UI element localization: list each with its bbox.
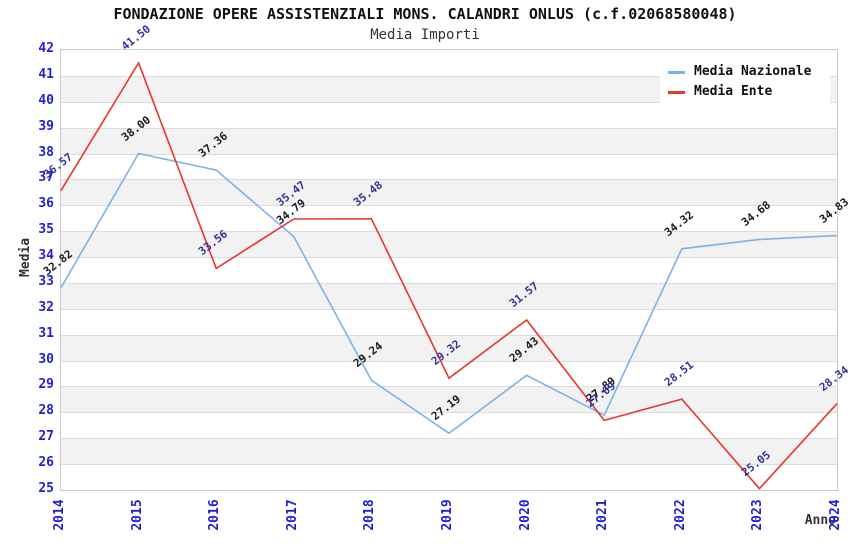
grid-line — [61, 205, 837, 207]
grid-line — [61, 360, 837, 362]
y-tick-label: 32 — [38, 299, 54, 315]
y-tick-label: 30 — [38, 351, 54, 367]
grid-line — [61, 231, 837, 233]
grid-band — [61, 334, 837, 361]
x-tick-label: 2017 — [284, 499, 300, 531]
line-chart-svg — [60, 61, 838, 490]
grid-band — [61, 360, 837, 387]
x-tick-label: 2018 — [362, 499, 378, 531]
x-tick-label: 2024 — [828, 499, 843, 531]
grid-band — [61, 205, 837, 232]
grid-line — [61, 438, 837, 440]
y-tick-label: 40 — [38, 92, 54, 108]
y-tick-label: 42 — [38, 41, 54, 56]
x-tick-label: 2023 — [750, 499, 766, 531]
y-tick-label: 29 — [38, 377, 54, 393]
legend-line-swatch — [668, 70, 685, 74]
grid-band — [61, 231, 837, 258]
y-tick-label: 28 — [38, 403, 54, 419]
legend-label: Media Ente — [694, 84, 773, 99]
x-tick-label: 2019 — [440, 499, 455, 531]
grid-band — [61, 386, 837, 413]
grid-band — [61, 282, 837, 309]
grid-line — [61, 308, 837, 310]
y-tick-label: 35 — [38, 222, 54, 238]
y-tick-label: 27 — [38, 429, 54, 445]
grid-line — [61, 464, 837, 466]
y-tick-label: 36 — [38, 196, 54, 212]
x-tick-label: 2015 — [129, 499, 145, 531]
grid-band — [61, 438, 837, 465]
x-tick-label: 2014 — [52, 499, 67, 531]
y-tick-label: 31 — [38, 325, 54, 341]
series-line-media-nazionale — [60, 152, 838, 435]
grid-band — [61, 257, 837, 283]
x-tick-label: 2021 — [595, 499, 611, 531]
grid-band — [61, 308, 837, 335]
x-tick-label: 2020 — [517, 499, 533, 531]
legend-item: Media Ente — [668, 82, 824, 102]
y-tick-label: 34 — [38, 248, 54, 264]
x-axis-label: Anno — [804, 513, 836, 528]
grid-line — [61, 153, 837, 155]
grid-line — [61, 127, 837, 129]
series-line-media-ente — [60, 61, 838, 490]
y-tick-label: 37 — [38, 170, 54, 186]
y-tick-label: 38 — [38, 144, 54, 160]
grid-band — [61, 153, 837, 180]
y-tick-label: 33 — [38, 273, 54, 289]
grid-line — [61, 412, 837, 414]
y-tick-label: 41 — [38, 66, 54, 82]
plot-area: 32.82 38.00 37.36 34.79 29.24 27.19 29.43 27.89… — [41, 22, 850, 491]
grid-line — [61, 101, 837, 103]
y-tick-label: 25 — [38, 481, 54, 496]
legend-label: Media Nazionale — [694, 64, 812, 79]
grid-line — [61, 282, 837, 284]
chart-title: FONDAZIONE OPERE ASSISTENZIALI MONS. CAL… — [113, 5, 737, 23]
legend-item: Media Nazionale — [668, 62, 824, 82]
grid-line — [61, 386, 837, 388]
legend: Media Nazionale Media Ente — [660, 54, 830, 108]
grid-line — [61, 75, 837, 77]
y-tick-label: 26 — [38, 455, 54, 471]
grid-line — [61, 257, 837, 259]
x-tick-label: 2022 — [672, 499, 688, 531]
grid-band — [61, 127, 837, 154]
grid-line — [61, 179, 837, 181]
grid-line — [61, 334, 837, 336]
chart-subtitle: Media Importi — [370, 27, 480, 43]
legend-line-swatch — [668, 90, 685, 94]
grid-band — [61, 464, 837, 490]
x-tick-label: 2016 — [207, 499, 223, 531]
y-tick-label: 39 — [38, 118, 54, 134]
